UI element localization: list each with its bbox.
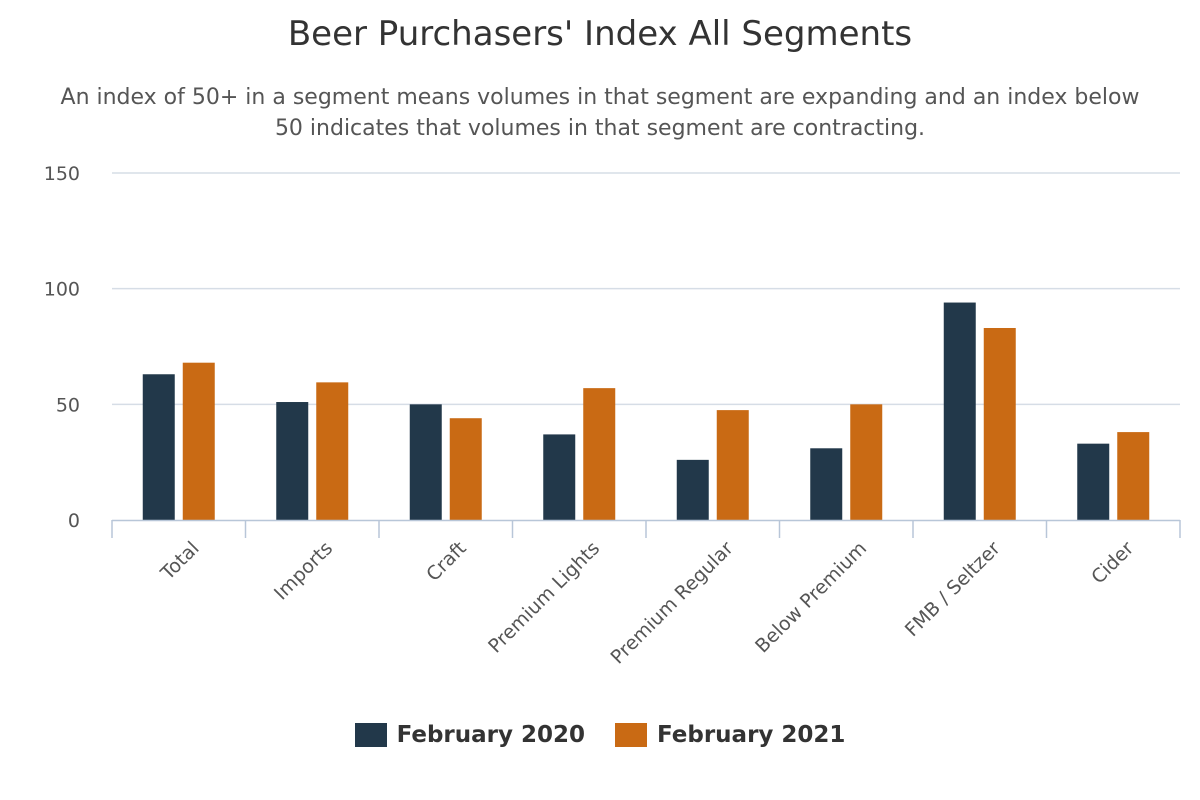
category-label: Total: [156, 537, 204, 585]
category-label: Premium Regular: [607, 537, 738, 668]
category-label: FMB / Seltzer: [901, 537, 1005, 641]
bar: [810, 448, 843, 520]
bar: [850, 404, 883, 520]
chart-title: Beer Purchasers' Index All Segments: [287, 14, 913, 54]
bar: [676, 459, 709, 520]
category-label: Imports: [270, 537, 337, 604]
legend-label: February 2021: [657, 722, 846, 748]
bar: [182, 362, 215, 520]
category-label: Cider: [1087, 537, 1138, 588]
bar: [943, 302, 976, 520]
y-tick-label: 100: [44, 279, 80, 301]
category-labels: Total Imports Craft Premium Lights Premium R…: [156, 537, 1138, 668]
bar: [449, 418, 482, 520]
category-label: Below Premium: [751, 537, 871, 657]
bar: [316, 382, 349, 520]
y-tick-label: 0: [68, 510, 80, 532]
category-label: Premium Lights: [484, 537, 604, 657]
bar: [142, 374, 175, 520]
bar: [583, 388, 616, 520]
bars: [142, 302, 1150, 520]
bar: [276, 402, 309, 520]
legend-item[interactable]: February 2021: [615, 722, 845, 748]
bar: [1077, 443, 1110, 520]
legend-label: February 2020: [396, 722, 585, 748]
legend-item[interactable]: February 2020: [354, 722, 585, 748]
legend-swatch: [615, 723, 647, 747]
bar: [409, 404, 442, 520]
category-label: Craft: [422, 537, 470, 585]
chart-subtitle: An index of 50+ in a segment means volum…: [60, 85, 1140, 141]
legend: February 2020 February 2021: [0, 722, 1200, 748]
legend-swatch: [354, 723, 387, 747]
y-tick-label: 150: [44, 163, 80, 185]
x-axis: [111, 519, 1181, 538]
bar: [716, 410, 749, 520]
y-axis-ticks: 0 50 100 150: [44, 163, 80, 532]
bar: [983, 327, 1016, 520]
bar: [1117, 432, 1150, 520]
y-tick-label: 50: [56, 394, 80, 416]
bar: [543, 434, 576, 520]
grid-lines: [112, 172, 1180, 406]
